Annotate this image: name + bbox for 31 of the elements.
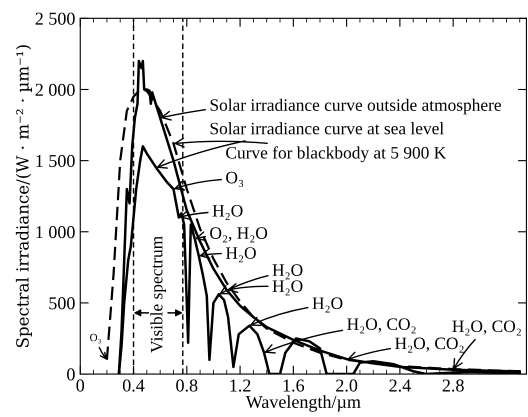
annotation: H₂O	[226, 247, 256, 262]
annotation: O₃	[90, 334, 101, 344]
annotation: H₂O, CO₂	[395, 338, 464, 353]
y-axis-title: Spectral irradiance/(W · m⁻² · µm⁻¹)	[16, 45, 32, 348]
annotation: H₂O, CO₂	[452, 320, 521, 336]
annotation: H₂O, CO₂	[347, 318, 416, 334]
annotation: Curve for blackbody at 5 900 K	[226, 146, 446, 162]
x-tick-label: 0	[76, 379, 84, 392]
x-tick-label: 2.4	[389, 379, 411, 392]
y-tick-label: 0	[67, 368, 75, 380]
x-axis-title: Wavelength/µm	[246, 395, 361, 412]
annotation: O₂, H₂O	[210, 227, 268, 242]
annotation: H₂O	[212, 204, 243, 220]
x-tick-label: 1.2	[230, 379, 250, 392]
y-tick-label: 1 500	[36, 154, 75, 168]
annotation: H₂O	[272, 280, 302, 296]
x-tick-label: 0.8	[176, 379, 198, 392]
annotation: Solar irradiance curve outside atmosphere	[210, 98, 501, 114]
x-tick-label: 0.4	[122, 379, 145, 392]
x-tick-label: 2.8	[442, 379, 464, 392]
y-tick-label: 500	[49, 297, 75, 310]
annotation: H₂O	[312, 297, 342, 312]
annotation: Solar irradiance curve at sea level	[210, 122, 444, 134]
x-tick-label: 2.0	[336, 379, 358, 392]
annotation: O₃	[226, 172, 244, 187]
x-tick-label: 1.6	[284, 379, 304, 392]
annotation: Visible spectrum	[150, 236, 166, 353]
y-tick-label: 2 500	[36, 12, 75, 25]
y-tick-label: 2 000	[36, 84, 75, 96]
y-tick-label: 1 000	[36, 226, 75, 238]
annotation: H₂O	[272, 264, 302, 280]
